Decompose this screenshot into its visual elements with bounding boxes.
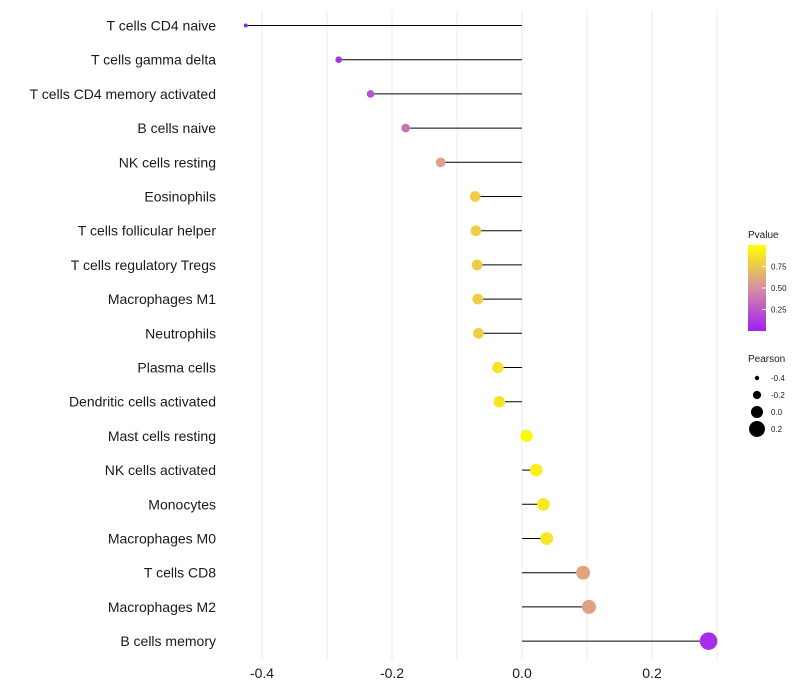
category-label: Macrophages M1 [108,291,216,307]
lollipop-point [401,123,410,133]
pvalue-colorbar [748,245,766,331]
lollipop-point [471,259,483,271]
pearson-legend-key [754,375,760,381]
lollipop-point [469,191,481,202]
category-label: Macrophages M0 [108,531,216,547]
pvalue-legend-label: 0.50 [771,284,787,293]
lollipop-point [520,429,533,442]
lollipop-point [243,23,248,28]
x-axis-ticks: -0.4 -0.2 0.0 0.2 [250,665,662,681]
category-label: T cells CD8 [144,565,216,581]
lollipop-point [537,497,550,511]
category-label: Mast cells resting [108,428,216,444]
pearson-legend-key [750,405,764,419]
lollipop-point [366,90,375,98]
lollipop-points [243,23,718,650]
pvalue-legend-title: Pvalue [748,230,779,241]
pearson-legend-label: -0.4 [771,374,785,383]
category-label: B cells memory [120,633,216,649]
pearson-legend-title: Pearson [748,354,785,365]
category-label: Eosinophils [144,189,216,205]
lollipop-point [581,599,596,614]
lollipop-point [530,463,543,477]
pearson-legend-key [749,421,765,437]
lollipop-point [435,157,446,168]
category-label: T cells follicular helper [78,223,217,239]
x-tick-label: 0.2 [642,665,662,681]
category-label: NK cells resting [119,154,216,170]
category-label: Monocytes [148,496,216,512]
x-tick-label: -0.2 [380,665,404,681]
pvalue-legend-label: 0.75 [771,263,787,272]
pearson-legend: Pearson -0.4 -0.2 0.0 0.2 [748,354,785,437]
pvalue-legend-label: 0.25 [771,306,787,315]
category-label: Plasma cells [137,360,216,376]
category-label: Macrophages M2 [108,599,216,615]
category-label: T cells CD4 naive [107,18,217,34]
x-tick-label: -0.4 [250,665,274,681]
x-tick-label: 0.0 [512,665,532,681]
lollipop-point [472,293,484,305]
pearson-legend-label: 0.0 [771,408,783,417]
category-label: Neutrophils [145,325,216,341]
lollipop-point [473,327,484,339]
category-label: T cells regulatory Tregs [71,257,216,273]
category-label: B cells naive [137,120,216,136]
lollipop-point [492,361,504,374]
category-label: Dendritic cells activated [69,394,216,410]
pearson-legend-key [752,390,762,400]
category-label: NK cells activated [105,462,216,478]
lollipop-point [699,632,718,650]
pearson-legend-label: 0.2 [771,425,783,434]
lollipop-point [335,56,343,64]
category-label: T cells gamma delta [91,52,216,68]
pearson-legend-label: -0.2 [771,391,785,400]
category-labels: T cells CD4 naive T cells gamma delta T ce… [30,18,217,650]
lollipop-point [470,225,482,237]
lollipop-point [493,396,505,408]
lollipop-point [576,565,591,580]
lollipop-point [540,532,554,545]
pvalue-legend: Pvalue 0.25 0.50 0.75 [748,230,787,331]
category-label: T cells CD4 memory activated [30,86,216,102]
grid-lines [261,10,718,660]
